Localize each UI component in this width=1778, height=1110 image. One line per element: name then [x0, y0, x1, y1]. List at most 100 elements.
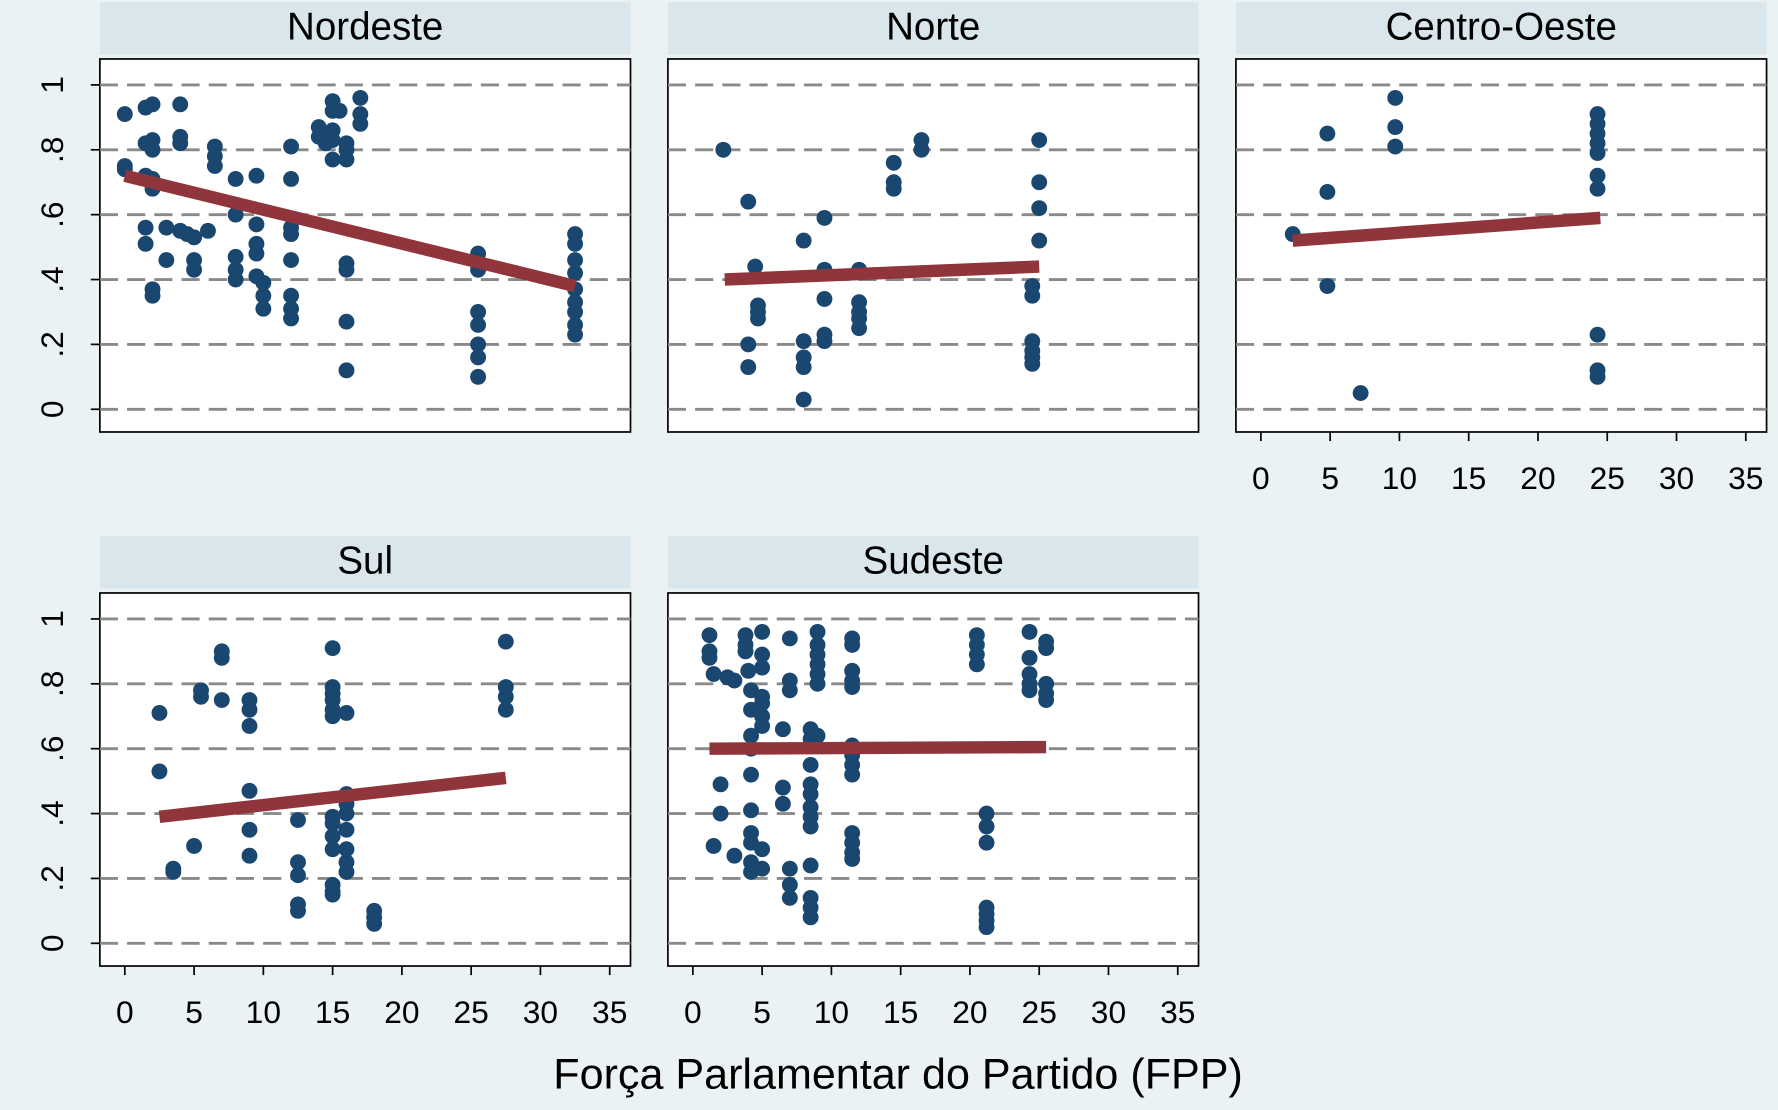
point: [1319, 184, 1336, 200]
point: [1352, 385, 1369, 401]
strip: [99, 2, 631, 55]
point: [352, 115, 369, 132]
point: [283, 287, 299, 304]
point: [338, 362, 355, 379]
point: [338, 313, 355, 330]
point: [338, 261, 355, 278]
x-tick-label: 30: [1091, 994, 1126, 1030]
point: [470, 368, 487, 385]
x-tick-label: 15: [315, 994, 350, 1030]
point: [186, 838, 203, 854]
point: [1031, 174, 1048, 191]
fit-line: [1292, 211, 1601, 247]
point: [1589, 326, 1606, 343]
x-tick-label: 15: [1451, 460, 1486, 496]
point: [705, 838, 722, 854]
point: [754, 841, 771, 858]
point: [743, 727, 759, 744]
point: [248, 245, 265, 262]
point: [885, 180, 902, 197]
point: [324, 815, 341, 832]
point: [740, 193, 757, 210]
y-tick-label: .8: [34, 671, 70, 697]
point: [978, 818, 995, 835]
point: [338, 841, 355, 858]
point: [715, 141, 732, 158]
point: [241, 701, 258, 718]
point: [241, 821, 258, 838]
point: [144, 287, 161, 304]
point: [754, 718, 771, 734]
point: [338, 864, 355, 880]
point: [193, 688, 209, 705]
strip: [667, 2, 1199, 55]
point: [567, 265, 584, 281]
x-tick-label: 30: [1659, 460, 1694, 496]
point: [844, 636, 861, 653]
y-tick-label: .4: [34, 266, 70, 292]
point: [740, 359, 757, 376]
point: [497, 701, 514, 718]
point: [809, 727, 826, 744]
point: [754, 646, 771, 663]
point: [324, 841, 341, 858]
plot-area: [99, 592, 632, 967]
point: [158, 252, 175, 269]
point: [750, 310, 766, 327]
point: [1024, 287, 1041, 304]
point: [1387, 89, 1404, 106]
point: [802, 909, 819, 926]
point: [567, 252, 584, 269]
point: [497, 633, 514, 650]
point: [227, 248, 244, 265]
point: [255, 287, 272, 304]
y-tick-label: 0: [34, 934, 70, 952]
point: [913, 141, 930, 158]
point: [712, 805, 729, 822]
point: [1031, 132, 1048, 148]
point: [151, 763, 168, 780]
point: [165, 864, 182, 880]
point: [701, 649, 718, 666]
point: [144, 96, 161, 113]
point: [158, 219, 175, 236]
point: [754, 695, 771, 712]
x-tick-label: 5: [753, 994, 771, 1030]
point: [241, 718, 258, 734]
point: [705, 666, 722, 683]
panel-title: Sudeste: [863, 540, 1004, 583]
y-tick-label: .2: [34, 331, 70, 357]
point: [1589, 167, 1606, 184]
point: [324, 132, 341, 148]
point: [290, 902, 306, 919]
point: [255, 274, 272, 291]
x-tick-label: 35: [1160, 994, 1195, 1030]
point: [978, 805, 995, 822]
point: [1319, 125, 1336, 142]
point: [1024, 355, 1041, 372]
point: [1387, 119, 1404, 136]
point: [352, 89, 369, 106]
point: [978, 834, 995, 851]
y-tick-label: 0: [34, 400, 70, 418]
point: [1021, 649, 1038, 666]
x-tick-label: 5: [185, 994, 203, 1030]
x-tick-label: 25: [454, 994, 489, 1030]
fit-line: [724, 260, 1040, 286]
point: [567, 326, 584, 343]
point: [206, 158, 223, 174]
point: [324, 151, 341, 168]
point: [567, 235, 584, 252]
point: [1031, 232, 1048, 249]
x-tick-label: 35: [592, 994, 627, 1030]
x-tick-label: 10: [246, 994, 281, 1030]
point: [137, 219, 154, 236]
point: [144, 141, 161, 158]
point: [844, 851, 861, 867]
point: [470, 317, 487, 333]
fit-line: [158, 771, 507, 823]
point: [740, 336, 757, 353]
point: [1589, 368, 1606, 385]
point: [781, 682, 798, 699]
point: [338, 821, 355, 838]
